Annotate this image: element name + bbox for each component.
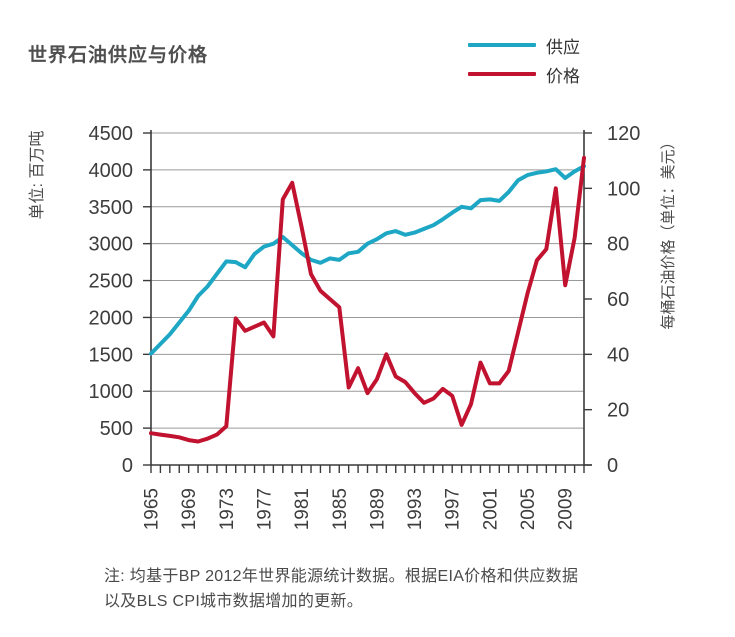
- page-title: 世界石油供应与价格: [28, 45, 209, 66]
- svg-text:80: 80: [607, 234, 629, 256]
- svg-text:3000: 3000: [89, 234, 134, 256]
- svg-text:2001: 2001: [480, 488, 501, 530]
- supply-line: [149, 164, 586, 356]
- svg-text:2500: 2500: [89, 271, 134, 293]
- svg-text:40: 40: [607, 344, 629, 366]
- svg-text:2000: 2000: [89, 307, 134, 329]
- svg-text:2005: 2005: [518, 488, 539, 530]
- footnote: 注: 均基于BP 2012年世界能源统计数据。根据EIA价格和供应数据 以及BL…: [104, 564, 714, 614]
- supply-line-swatch-icon: [468, 43, 536, 47]
- svg-text:60: 60: [607, 289, 629, 311]
- svg-text:1993: 1993: [405, 488, 426, 530]
- left-axis-tick-labels: 0 500 1000 1500 2000 2500 3000 3500 4000 4500: [89, 123, 134, 477]
- svg-text:1989: 1989: [367, 488, 388, 530]
- svg-text:1981: 1981: [292, 488, 313, 530]
- legend-item-price: 价格: [468, 64, 580, 86]
- price-line: [149, 155, 586, 444]
- x-axis-tick-labels: 1965 1969 1973 1977 1981 1985 1989 1993 1997 2001…: [142, 488, 577, 530]
- price-legend-label: 价格: [546, 66, 580, 86]
- footnote-line-2: 以及BLS CPI城市数据增加的更新。: [104, 593, 364, 610]
- svg-text:1000: 1000: [89, 381, 134, 403]
- svg-text:1965: 1965: [142, 488, 163, 530]
- svg-text:4500: 4500: [89, 123, 134, 145]
- svg-text:0: 0: [122, 455, 133, 477]
- svg-text:3500: 3500: [89, 197, 134, 219]
- legend-item-supply: 供应: [468, 35, 580, 57]
- svg-text:500: 500: [100, 418, 133, 440]
- right-axis-tick-labels: 0 20 40 60 80 100 120: [607, 123, 640, 477]
- svg-text:20: 20: [607, 400, 629, 422]
- left-axis-title: 单位: 百万吨: [28, 131, 46, 220]
- footnote-line-1: 注: 均基于BP 2012年世界能源统计数据。根据EIA价格和供应数据: [104, 568, 579, 585]
- right-axis-title: 每桶石油价格（单位：美元）: [660, 134, 677, 329]
- svg-text:1977: 1977: [254, 488, 275, 530]
- price-line-swatch-icon: [468, 72, 536, 76]
- svg-text:2009: 2009: [556, 488, 577, 530]
- svg-text:0: 0: [607, 455, 618, 477]
- svg-text:1973: 1973: [217, 488, 238, 530]
- tick-marks: [143, 132, 592, 473]
- svg-text:100: 100: [607, 178, 640, 200]
- supply-legend-label: 供应: [546, 37, 580, 57]
- svg-text:1969: 1969: [179, 488, 200, 530]
- svg-text:120: 120: [607, 123, 640, 145]
- svg-text:4000: 4000: [89, 160, 134, 182]
- legend: 供应 价格: [468, 35, 580, 93]
- svg-text:1500: 1500: [89, 344, 134, 366]
- svg-text:1985: 1985: [330, 488, 351, 530]
- gridlines: [151, 132, 584, 429]
- svg-text:1997: 1997: [443, 488, 464, 530]
